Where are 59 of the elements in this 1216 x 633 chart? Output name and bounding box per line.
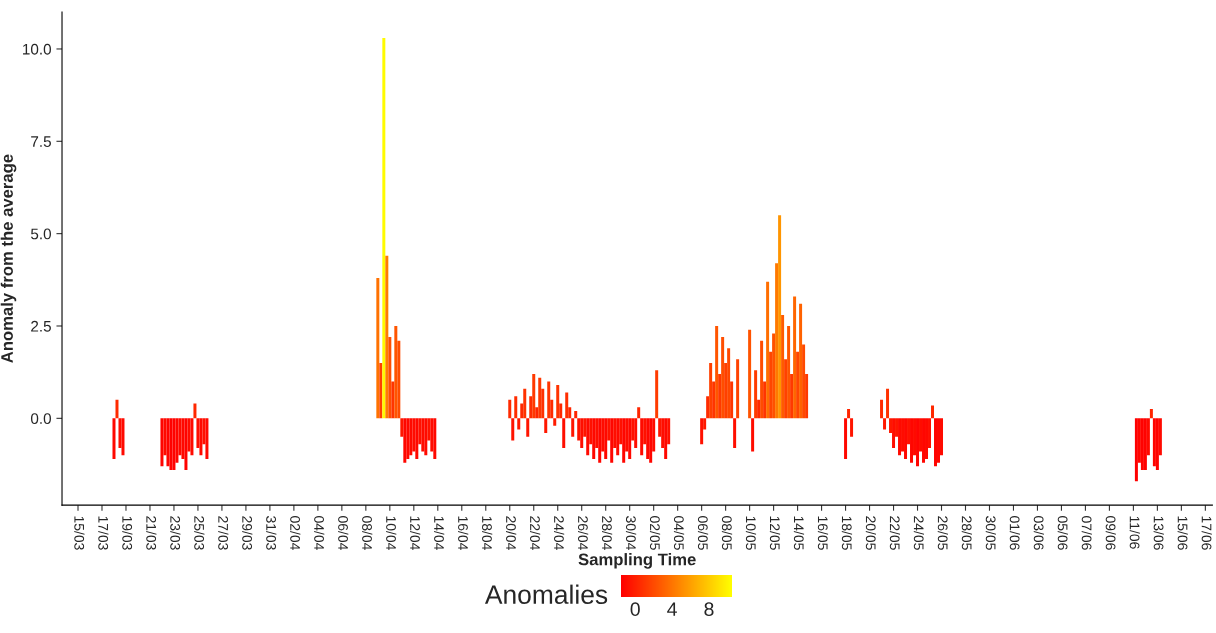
x-tick-label: 16/05 xyxy=(817,516,829,550)
x-tick-label: 24/04 xyxy=(554,516,565,550)
x-tick-label: 21/03 xyxy=(146,516,157,550)
x-tick-label: 28/05 xyxy=(961,516,972,550)
y-tick-label: 2.5 xyxy=(31,320,51,332)
x-tick-label: 14/04 xyxy=(434,516,445,550)
x-tick-label: 05/06 xyxy=(1057,516,1068,550)
x-tick-label: 29/03 xyxy=(242,516,253,550)
color-bar-label: 0 xyxy=(630,602,640,617)
x-tick-label: 08/05 xyxy=(721,516,733,550)
x-tick-label: 26/04 xyxy=(577,516,589,550)
x-tick-label: 17/03 xyxy=(98,516,109,550)
x-tick-label: 01/06 xyxy=(1009,516,1020,550)
x-tick-label: 26/05 xyxy=(937,516,948,550)
color-bar-title: Anomalies xyxy=(484,584,608,604)
x-tick-label: 31/03 xyxy=(266,516,277,550)
x-tick-label: 28/04 xyxy=(601,516,613,550)
y-tick-label: 5.0 xyxy=(30,228,51,240)
x-tick-label: 06/05 xyxy=(697,516,709,550)
x-tick-label: 07/06 xyxy=(1081,516,1092,550)
x-tick-label: 18/04 xyxy=(482,516,493,550)
x-tick-label: 20/05 xyxy=(865,516,877,550)
x-tick-label: 16/04 xyxy=(458,516,469,550)
x-tick-label: 25/03 xyxy=(194,516,205,550)
x-tick-label: 24/05 xyxy=(913,516,924,550)
x-tick-label: 18/05 xyxy=(841,516,853,550)
x-tick-label: 12/04 xyxy=(410,516,421,550)
x-tick-label: 30/04 xyxy=(625,516,637,550)
x-tick-label: 23/03 xyxy=(170,516,181,550)
y-tick-label: 0.0 xyxy=(30,413,51,425)
x-tick-label: 30/05 xyxy=(985,516,996,550)
x-tick-label: 27/03 xyxy=(218,516,229,550)
x-tick-label: 08/04 xyxy=(362,516,373,550)
x-tick-label: 15/03 xyxy=(74,516,85,550)
y-axis-title: Anomaly from the average xyxy=(0,154,17,363)
x-tick-label: 04/05 xyxy=(673,516,685,550)
x-tick-label: 10/04 xyxy=(386,516,397,550)
color-bar-label: 4 xyxy=(667,602,677,616)
x-axis-title: Sampling Time xyxy=(578,553,696,569)
x-tick-label: 04/04 xyxy=(314,516,325,550)
x-tick-label: 02/05 xyxy=(649,516,661,550)
y-tick-label: 10.0 xyxy=(23,43,51,55)
x-tick-label: 22/04 xyxy=(530,516,541,550)
x-tick-label: 14/05 xyxy=(793,516,805,550)
x-tick-label: 12/05 xyxy=(769,516,781,550)
x-tick-label: 17/06 xyxy=(1201,516,1212,550)
x-tick-label: 13/06 xyxy=(1153,516,1164,550)
x-tick-label: 11/06 xyxy=(1129,516,1140,549)
x-tick-label: 22/05 xyxy=(889,516,901,550)
x-tick-label: 06/04 xyxy=(338,516,349,550)
x-tick-label: 02/04 xyxy=(290,516,301,550)
x-tick-label: 09/06 xyxy=(1105,516,1116,550)
color-bar-label: 8 xyxy=(704,602,714,617)
x-tick-label: 20/04 xyxy=(506,516,517,550)
x-tick-label: 03/06 xyxy=(1033,516,1044,550)
y-tick-label: 7.5 xyxy=(31,136,51,147)
x-tick-label: 15/06 xyxy=(1177,516,1188,550)
x-tick-label: 10/05 xyxy=(745,516,757,550)
x-tick-label: 19/03 xyxy=(122,516,133,550)
